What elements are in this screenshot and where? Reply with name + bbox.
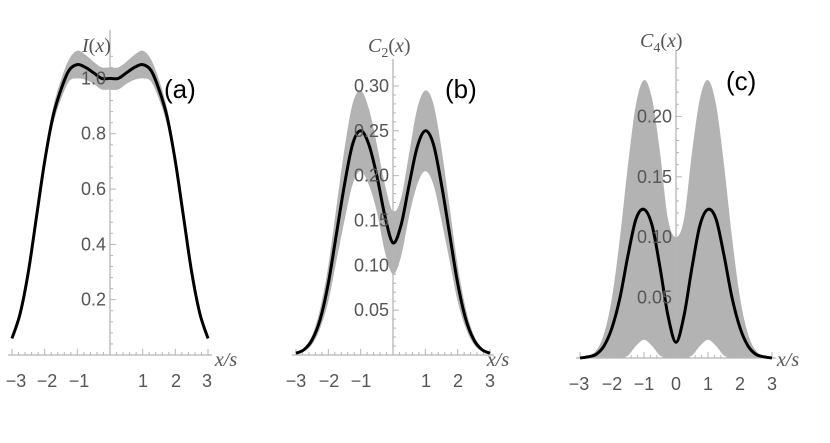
x-tick-label: 2 (735, 374, 745, 394)
y-tick-label: 0.8 (81, 124, 106, 144)
y-tick-label: 0.15 (354, 210, 389, 230)
y-axis-title: C4(x) (640, 30, 683, 56)
x-tick-label: −3 (286, 371, 307, 391)
y-tick-label: 0.05 (637, 288, 672, 308)
mean-curve (579, 207, 773, 360)
x-tick-label: 1 (138, 371, 148, 391)
y-tick-label: 0.15 (637, 167, 672, 187)
x-tick-label: 3 (202, 371, 212, 391)
y-tick-label: 0.2 (81, 290, 106, 310)
x-tick-label: −2 (37, 371, 58, 391)
x-tick-label: −2 (319, 371, 340, 391)
x-tick-label: −1 (351, 371, 372, 391)
y-tick-label: 0.30 (354, 76, 389, 96)
y-tick-label: 0.25 (354, 121, 389, 141)
x-tick-label: 2 (453, 371, 463, 391)
y-tick-label: 0.20 (637, 106, 672, 126)
x-tick-label: 0 (671, 374, 681, 394)
x-tick-label: −3 (569, 374, 590, 394)
x-tick-label: −2 (602, 374, 623, 394)
x-tick-label: −1 (634, 374, 655, 394)
y-tick-label: 0.10 (354, 255, 389, 275)
x-tick-label: 3 (485, 371, 495, 391)
y-axis-title: C2(x) (368, 35, 411, 61)
y-tick-label: 0.4 (81, 234, 106, 254)
y-tick-label: 0.05 (354, 300, 389, 320)
mean-curve (295, 129, 491, 355)
y-tick-label: 0.10 (637, 227, 672, 247)
x-tick-label: 3 (767, 374, 777, 394)
x-tick-label: −1 (69, 371, 90, 391)
x-tick-label: −3 (6, 371, 27, 391)
panel-c: −3 −2 −1 0 1 2 3 0.05 0.10 0.15 0.20 C4(x) x/s (c) (569, 30, 800, 394)
x-axis-title: x/s (486, 349, 509, 371)
uncertainty-band (580, 79, 772, 359)
y-tick-label: 0.20 (354, 166, 389, 186)
x-tick-label: 2 (171, 371, 181, 391)
panel-tag: (c) (726, 66, 756, 96)
mean-curve (10, 63, 210, 339)
panel-tag: (b) (445, 74, 477, 104)
x-axis-title: x/s (776, 349, 799, 371)
y-tick-label: 1.0 (81, 68, 106, 88)
y-tick-label: 0.6 (81, 179, 106, 199)
y-axis-title: I(x) (81, 35, 111, 57)
panel-a: −3 −2 −1 1 2 3 0.2 0.4 0.6 0.8 1.0 I(x) x/s (a) (6, 30, 237, 391)
panel-tag: (a) (164, 74, 196, 104)
x-tick-label: 1 (421, 371, 431, 391)
x-axis-title: x/s (214, 349, 237, 371)
panel-b: −3 −2 −1 1 2 3 0.05 0.10 0.15 0.20 0.25 0.30 C2(x) x/… (286, 35, 510, 391)
x-tick-label: 1 (703, 374, 713, 394)
